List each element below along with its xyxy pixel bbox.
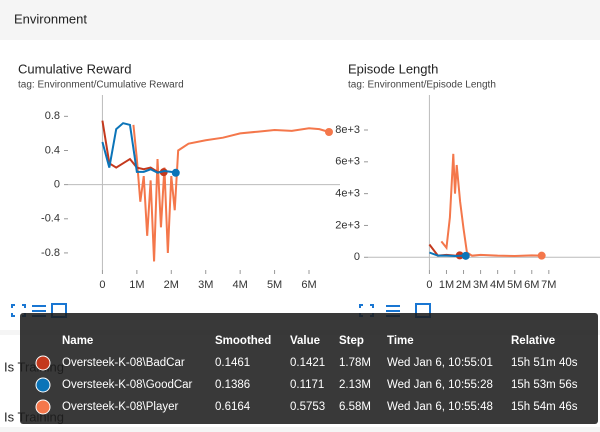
y-tick-label: 4e+3 <box>335 188 360 200</box>
tooltip-cell: 0.1171 <box>290 379 324 391</box>
y-tick-label: 8e+3 <box>335 124 360 136</box>
tooltip-cell: 0.1461 <box>215 357 250 369</box>
tooltip-swatch <box>35 399 51 415</box>
x-tick-label: 1M <box>129 279 144 291</box>
tooltip-cell: 0.1386 <box>215 379 250 391</box>
tooltip-cell: Oversteek-K-08\GoodCar <box>62 379 193 391</box>
plot-area <box>428 153 546 260</box>
x-tick-label: 1M <box>439 279 454 291</box>
y-tick-label: 6e+3 <box>335 156 360 168</box>
tooltip-header: Relative <box>511 335 555 347</box>
tooltip-box <box>20 313 598 424</box>
y-tick-label: 2e+3 <box>335 219 360 231</box>
tooltip-header: Time <box>387 335 414 347</box>
series-line <box>101 122 176 174</box>
x-tick-label: 5M <box>507 279 522 291</box>
tooltip-swatch <box>35 355 51 371</box>
y-tick-label: 0 <box>54 179 60 191</box>
x-tick-label: 3M <box>473 279 488 291</box>
tooltip-cell: 15h 53m 56s <box>511 379 578 391</box>
series-end-dot <box>171 168 180 177</box>
tooltip-cell: 1.78M <box>339 357 371 369</box>
chart-title: Episode Length <box>348 61 438 76</box>
x-tick-label: 6M <box>301 279 316 291</box>
chart-tag: tag: Environment/Cumulative Reward <box>18 80 184 91</box>
tooltip-header: Name <box>62 335 93 347</box>
series-line <box>440 153 542 258</box>
series-line <box>132 124 330 262</box>
tooltip-cell: 15h 51m 40s <box>511 357 578 369</box>
tooltip-cell: 15h 54m 46s <box>511 401 578 413</box>
y-tick-label: 0.8 <box>45 110 60 122</box>
x-tick-label: 7M <box>541 279 556 291</box>
x-tick-label: 3M <box>198 279 213 291</box>
chart-tag: tag: Environment/Episode Length <box>348 80 496 91</box>
tooltip-cell: Oversteek-K-08\BadCar <box>62 357 185 369</box>
tooltip-cell: 0.5753 <box>290 401 325 413</box>
plot-area <box>101 120 333 262</box>
tooltip-cell: Wed Jan 6, 10:55:48 <box>387 401 493 413</box>
tooltip-cell: 6.58M <box>339 401 371 413</box>
section-title: Environment <box>14 11 87 26</box>
tooltip-header: Smoothed <box>215 335 271 347</box>
tooltip-cell: Oversteek-K-08\Player <box>62 401 178 413</box>
y-tick-label: -0.8 <box>41 247 60 259</box>
tooltip-header: Value <box>290 335 320 347</box>
series-end-dot <box>324 128 333 137</box>
tooltip-cell: Wed Jan 6, 10:55:28 <box>387 379 493 391</box>
series-end-dot <box>537 251 546 260</box>
chart-title: Cumulative Reward <box>18 61 131 76</box>
tooltip-cell: 0.1421 <box>290 357 325 369</box>
x-tick-label: 4M <box>490 279 505 291</box>
tooltip-cell: 2.13M <box>339 379 371 391</box>
y-tick-label: 0 <box>354 251 360 263</box>
series-end-dot <box>461 251 470 260</box>
x-tick-label: 2M <box>164 279 179 291</box>
x-tick-label: 0 <box>426 279 432 291</box>
x-tick-label: 6M <box>524 279 539 291</box>
tooltip-cell: 0.6164 <box>215 401 251 413</box>
x-tick-label: 5M <box>267 279 282 291</box>
tooltip-cell: Wed Jan 6, 10:55:01 <box>387 357 493 369</box>
x-tick-label: 2M <box>456 279 471 291</box>
x-tick-label: 4M <box>233 279 248 291</box>
y-tick-label: -0.4 <box>41 213 60 225</box>
tooltip: Name Smoothed Value Step Time Relative Overste… <box>20 313 598 424</box>
series-line <box>101 120 164 174</box>
tooltip-header: Step <box>339 335 364 347</box>
x-tick-label: 0 <box>99 279 105 291</box>
tooltip-swatch <box>35 377 51 393</box>
y-tick-label: 0.4 <box>45 144 60 156</box>
